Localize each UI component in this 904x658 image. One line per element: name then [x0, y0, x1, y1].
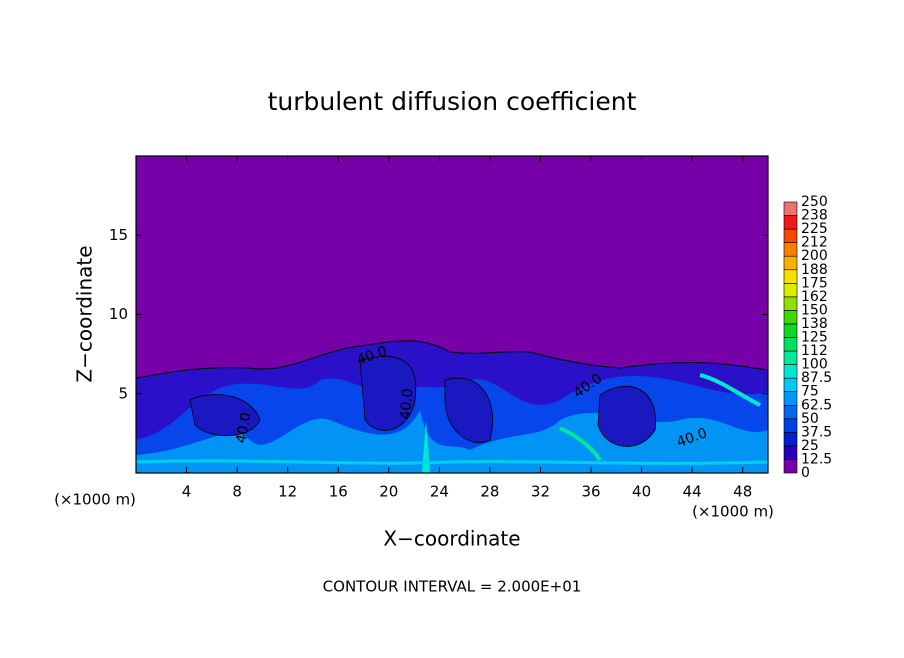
colorbar-band — [783, 391, 798, 406]
colorbar-label: 250 — [801, 194, 828, 210]
x-tick-label: 48 — [733, 483, 752, 501]
colorbar-band — [783, 296, 798, 311]
x-tick-label: 4 — [182, 483, 192, 501]
x-tick-label: 36 — [581, 483, 600, 501]
colorbar-label: 75 — [801, 384, 819, 400]
colorbar-label: 225 — [801, 221, 828, 237]
colorbar-band — [783, 404, 798, 420]
colorbar-label: 125 — [801, 330, 828, 346]
colorbar-label: 162 — [801, 289, 828, 305]
y-tick-label: 15 — [109, 226, 128, 244]
colorbar-band — [783, 323, 798, 338]
colorbar-band — [783, 242, 798, 257]
colorbar-label: 12.5 — [801, 451, 832, 467]
colorbar-label: 212 — [801, 235, 828, 251]
y-axis-label: Z−coordinate — [73, 245, 97, 382]
colorbar-band — [783, 337, 798, 352]
x-tick-label: 40 — [632, 483, 651, 501]
colorbar-label: 62.5 — [801, 397, 832, 413]
colorbar-band — [783, 269, 798, 284]
x-tick-label: 24 — [430, 483, 449, 501]
colorbar-band — [783, 459, 798, 474]
contour-field — [136, 156, 768, 473]
colorbar-label: 238 — [801, 208, 828, 224]
colorbar-label: 188 — [801, 262, 828, 278]
colorbar-label: 175 — [801, 275, 828, 291]
y-tick-label: 10 — [109, 305, 128, 323]
x-tick-label: 44 — [683, 483, 702, 501]
x-tick-label: 8 — [232, 483, 242, 501]
x-tick-label: 20 — [379, 483, 398, 501]
colorbar-band — [783, 432, 798, 447]
colorbar-label: 0 — [801, 465, 810, 481]
y-tick-label: 5 — [118, 384, 128, 402]
x-unit: (×1000 m) — [692, 503, 774, 521]
colorbar-label: 25 — [801, 438, 819, 454]
footnote: CONTOUR INTERVAL = 2.000E+01 — [323, 578, 582, 596]
colorbar-band — [783, 255, 798, 271]
x-unit: (×1000 m) — [54, 491, 136, 509]
colorbar-band — [783, 377, 798, 392]
colorbar-label: 138 — [801, 316, 828, 332]
x-tick-label: 16 — [329, 483, 348, 501]
colorbar-label: 112 — [801, 343, 828, 359]
contour-label: 40.0 — [398, 388, 417, 420]
colorbar-band — [783, 228, 798, 243]
colorbar-band — [783, 201, 798, 216]
chart-title: turbulent diffusion coefficient — [268, 87, 637, 116]
colorbar-label: 200 — [801, 248, 828, 264]
x-tick-label: 12 — [278, 483, 297, 501]
colorbar-band — [783, 364, 798, 379]
x-tick-label: 28 — [480, 483, 499, 501]
colorbar-label: 100 — [801, 357, 828, 373]
x-axis-label: X−coordinate — [383, 527, 520, 551]
contour-label: 40.0 — [233, 411, 254, 444]
colorbar-band — [783, 215, 798, 230]
colorbar-band — [783, 282, 798, 298]
colorbar-band — [783, 418, 798, 433]
colorbar-label: 150 — [801, 302, 828, 318]
colorbar-band — [783, 445, 798, 460]
colorbar-band — [783, 350, 798, 365]
colorbar-label: 37.5 — [801, 424, 832, 440]
x-tick-label: 32 — [531, 483, 550, 501]
colorbar-band — [783, 310, 798, 325]
colorbar-label: 87.5 — [801, 370, 832, 386]
colorbar-label: 50 — [801, 411, 819, 427]
